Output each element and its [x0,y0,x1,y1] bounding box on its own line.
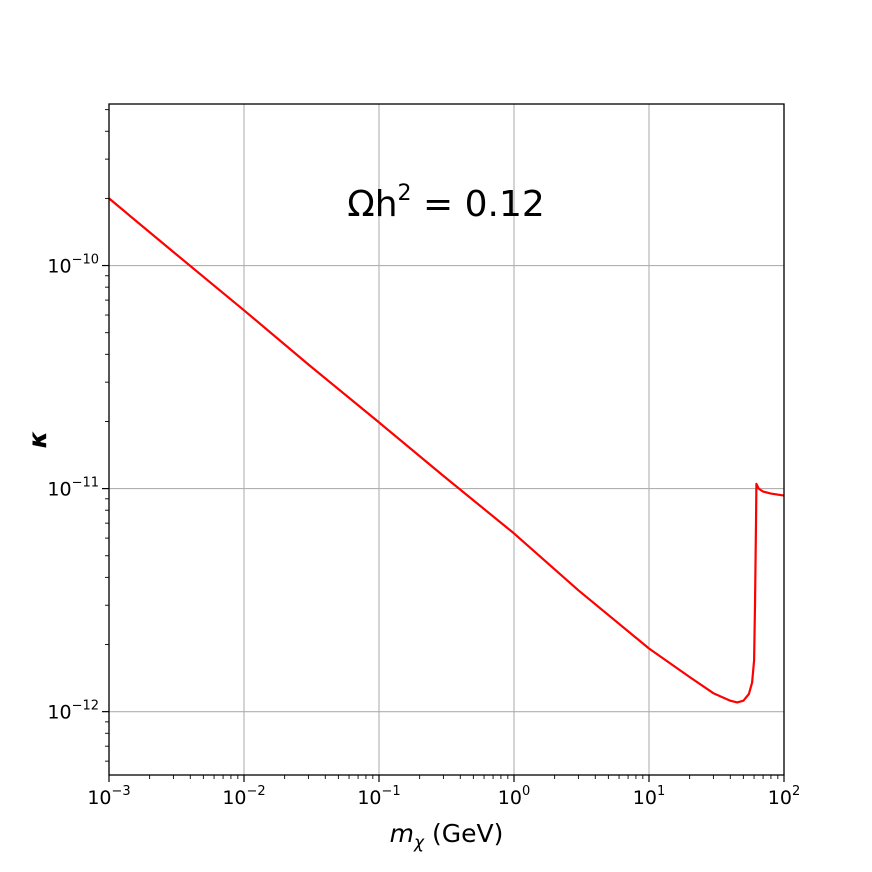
x-tick-label: 10−3 [87,784,130,809]
y-tick-exponent: −10 [72,253,99,268]
x-tick-base: 10 [222,787,246,809]
y-tick-base: 10 [47,702,71,724]
y-tick-label: 10−11 [47,476,99,501]
x-tick-label: 101 [633,784,665,809]
x-label-base: m [390,819,414,848]
x-tick-exponent: −1 [382,784,401,799]
x-label-sub: χ [413,833,425,853]
annotation-lead: Ωh [347,184,397,225]
major-ticks [102,264,785,782]
annotation-tail: = 0.12 [412,184,545,225]
y-axis-label: κ [23,431,52,449]
series-line [108,197,785,704]
x-tick-base: 10 [87,787,111,809]
x-tick-label: 10−1 [357,784,400,809]
x-tick-exponent: −2 [247,784,266,799]
x-tick-base: 10 [357,787,381,809]
x-tick-base: 10 [768,787,792,809]
x-label-unit: (GeV) [424,819,503,848]
series-layer [108,197,785,704]
x-tick-exponent: 2 [792,784,800,799]
y-tick-base: 10 [47,479,71,501]
x-axis-label: mχ (GeV) [390,819,504,853]
x-tick-label: 10−2 [222,784,265,809]
x-tick-exponent: 0 [522,784,530,799]
x-tick-exponent: 1 [657,784,665,799]
y-tick-label: 10−10 [47,253,99,278]
x-tick-base: 10 [633,787,657,809]
annotation-sup: 2 [398,181,412,206]
x-tick-base: 10 [498,787,522,809]
y-tick-label: 10−12 [47,699,99,724]
x-tick-exponent: −3 [112,784,131,799]
minor-ticks [105,109,779,779]
y-tick-exponent: −11 [72,476,99,491]
y-tick-base: 10 [47,256,71,278]
x-tick-label: 102 [768,784,800,809]
y-tick-exponent: −12 [72,699,99,714]
annotation-omega-h2: Ωh2 = 0.12 [347,181,545,225]
plot-frame [108,103,785,776]
x-tick-label: 100 [498,784,530,809]
